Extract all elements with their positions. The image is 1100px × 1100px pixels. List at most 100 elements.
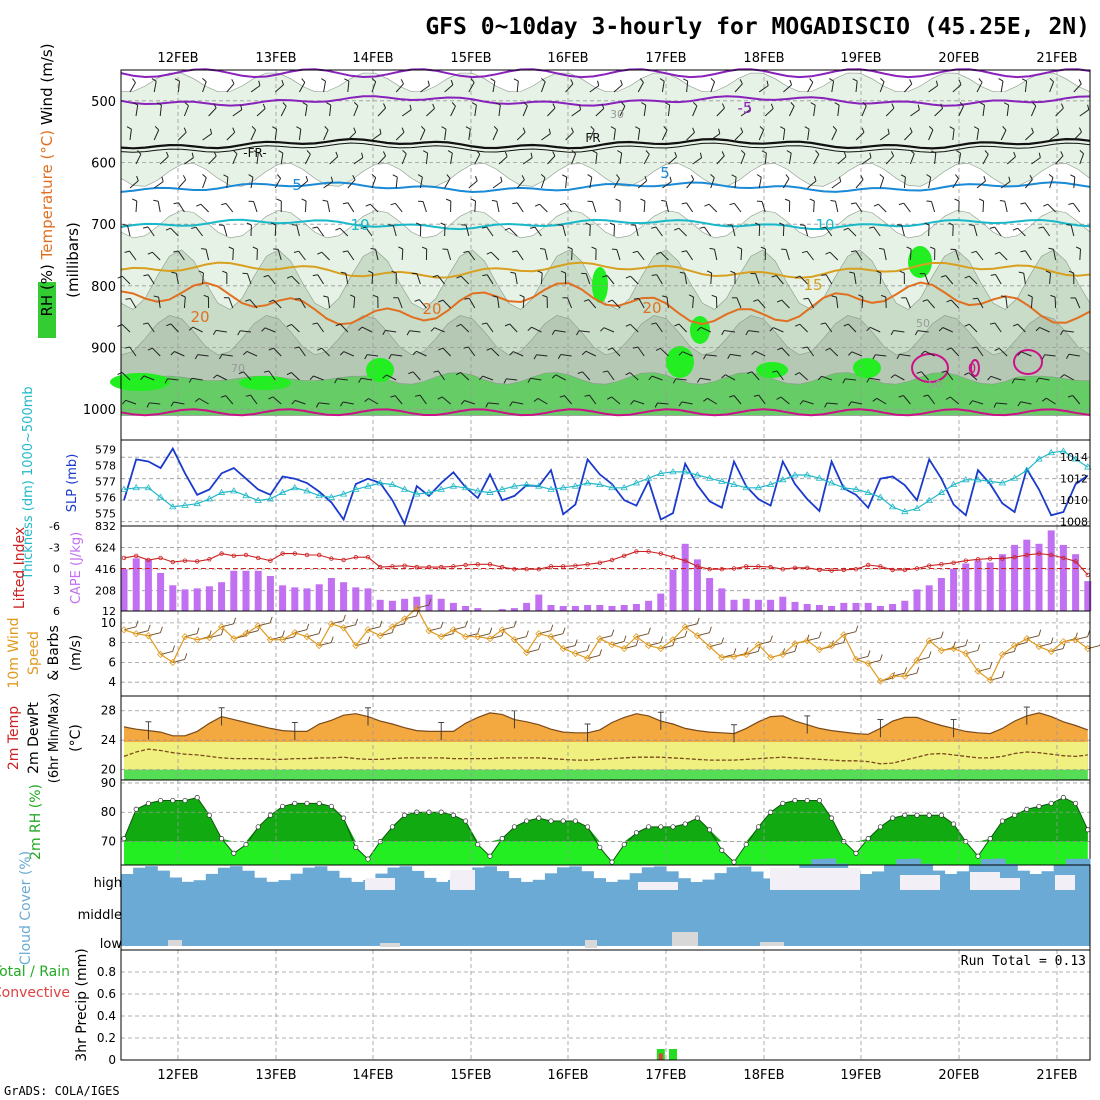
thickness-point [291,484,299,491]
wind-barb [419,129,426,141]
wind-barb [785,249,790,261]
credit-label: GrADS: COLA/IGES [4,1084,120,1098]
wind-barb [367,354,379,357]
wind-barb-flag [294,346,300,349]
wind-barb [831,129,838,141]
thickness-point [303,487,311,494]
cape-bar [1059,544,1067,611]
wind-barb [345,273,349,285]
wind-barb-flag [956,150,961,154]
thickness-tick: 575 [95,507,116,520]
wind-speed-point [767,653,775,662]
rh-point [633,830,639,836]
wind-barb [972,400,984,405]
rh-tick: 80 [101,805,116,819]
surface-wind-flag [330,636,334,643]
wind-barb-flag [1066,224,1072,226]
lifted-point [597,560,602,565]
isotherm-10 [120,218,1091,231]
lifted-point [500,564,505,570]
lifted-point [426,564,432,570]
wind-barb-flag [832,126,837,131]
wind-barb-flag [183,127,187,133]
wind-barb [1053,249,1057,261]
wind-barb-flag [184,102,189,107]
wind-barb-flag [125,298,131,300]
rh-point [353,844,359,850]
wind-barb [734,131,744,141]
surface-wind-flag [977,644,981,651]
cape-bar [364,588,372,611]
wind-barb-flag [896,354,900,359]
high-cloud-bar [314,866,328,888]
wind-barb [905,297,911,309]
wind-barb-flag [890,330,894,336]
wind-barb [232,109,243,117]
wind-barb-flag [142,322,149,325]
thickness-tick: 578 [95,459,116,472]
thickness-point [571,482,580,489]
wind-barb [934,108,943,117]
wind-barb [585,273,591,285]
lifted-tick: 6 [53,605,60,618]
wind-barb-flag [721,151,725,157]
wind-speed-point [157,650,165,659]
rh-point [658,824,664,830]
cape-bar [303,588,311,611]
wind-barb-flag [930,246,935,250]
wind-barb [371,133,382,141]
surface-wind-flag [269,616,273,623]
cape-bar [718,588,726,611]
cape-bar [169,585,177,611]
precip-tick: 0 [108,1053,116,1067]
wind-barb-flag [820,226,826,229]
wind-barb [606,275,615,285]
wind-barb [1020,401,1032,405]
lifted-point [646,549,651,554]
surface-wind-flag [489,627,493,634]
wind-barb [855,81,858,93]
wind-barb-flag [317,347,323,351]
wind-barb-flag [663,126,668,131]
wind-barb [167,378,179,381]
wind-barb-flag [253,150,259,154]
wind-barb-flag [342,250,348,253]
wind-barb-flag [842,378,846,384]
lifted-point [219,551,224,556]
wind-barb [975,250,984,261]
wind-barb [751,371,760,381]
wind-barb-flag [414,394,421,397]
surface-wind-flag [281,630,285,637]
wind-barb [585,350,597,357]
rh-point [731,859,737,865]
wind-barb [761,201,766,213]
wind-barb [540,81,546,93]
rh-point [170,797,176,804]
thickness-point [1084,463,1092,470]
thickness-point [498,485,506,492]
wind-barb [982,154,989,165]
rh-point [572,818,578,824]
wind-speed-point [376,632,384,640]
cape-bar [218,582,226,611]
thickness-tick: 579 [95,444,116,457]
wind-speed-point [1023,635,1031,643]
wind-barb-flag [485,402,489,408]
wind-barb [157,201,161,213]
wind-barb [342,401,354,405]
wind-barb-flag [1049,78,1054,83]
rh-area-dark [124,797,1088,842]
wind-barb [799,372,808,381]
wind-barb-flag [164,378,168,384]
wind-barb-flag [170,351,175,356]
cape-bar [523,602,531,611]
wind-barb-flag [964,275,970,279]
wind-barb-flag [703,354,707,360]
wind-barb [516,250,524,261]
wind-barb [522,105,528,117]
thickness-point [620,484,628,491]
thickness-point [474,487,482,494]
wind-speed-point [718,653,726,662]
wind-barb [714,249,718,261]
